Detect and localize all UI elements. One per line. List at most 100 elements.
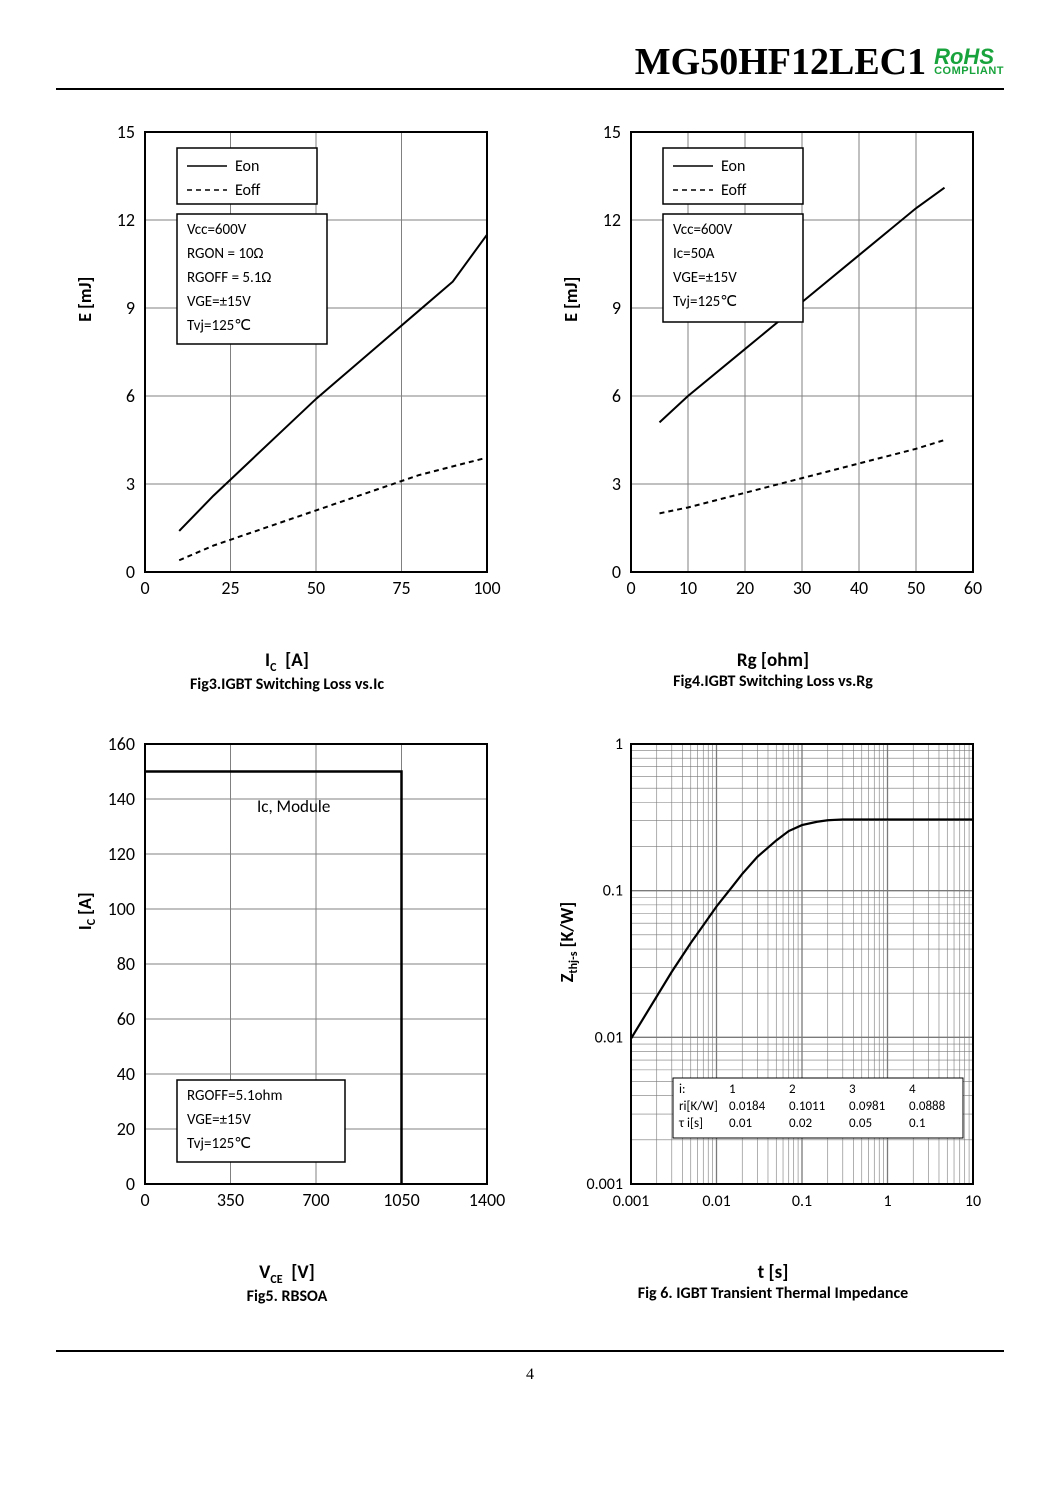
svg-text:RGOFF=5.1ohm: RGOFF=5.1ohm <box>187 1087 282 1105</box>
svg-text:80: 80 <box>117 953 135 975</box>
fig6-caption: Fig 6. IGBT Transient Thermal Impedance <box>638 1284 908 1303</box>
svg-text:0: 0 <box>126 1173 135 1195</box>
svg-text:E [mJ]: E [mJ] <box>74 277 96 322</box>
svg-text:0.02: 0.02 <box>789 1116 812 1131</box>
svg-text:Eon: Eon <box>235 157 259 176</box>
svg-text:RGOFF = 5.1Ω: RGOFF = 5.1Ω <box>187 269 271 287</box>
svg-text:50: 50 <box>307 577 325 599</box>
fig6-axis-label: t [s] <box>758 1261 789 1284</box>
rohs-badge: RoHS COMPLIANT <box>934 47 1004 77</box>
svg-text:1: 1 <box>729 1082 736 1097</box>
svg-text:350: 350 <box>217 1189 244 1211</box>
footer-rule <box>56 1350 1004 1352</box>
svg-text:Eoff: Eoff <box>721 181 747 200</box>
charts-grid: 025507510003691215E [mJ]EonEoffVcc=600VR… <box>56 118 1004 1306</box>
svg-text:Vcc=600V: Vcc=600V <box>187 221 247 239</box>
svg-text:75: 75 <box>392 577 410 599</box>
svg-text:0: 0 <box>140 577 149 599</box>
svg-text:0.1: 0.1 <box>792 1192 812 1211</box>
svg-text:6: 6 <box>612 385 621 407</box>
svg-text:τ i[s]: τ i[s] <box>678 1116 703 1131</box>
svg-text:6: 6 <box>126 385 135 407</box>
svg-text:0.001: 0.001 <box>587 1175 623 1194</box>
rohs-bot: COMPLIANT <box>934 67 1004 77</box>
svg-text:0.001: 0.001 <box>613 1192 649 1211</box>
svg-text:Zthj-s [K/W]: Zthj-s [K/W] <box>556 902 581 982</box>
svg-text:0: 0 <box>126 561 135 583</box>
svg-text:0.0981: 0.0981 <box>849 1099 885 1114</box>
svg-text:12: 12 <box>603 209 621 231</box>
svg-text:0: 0 <box>140 1189 149 1211</box>
svg-text:60: 60 <box>117 1008 135 1030</box>
svg-text:Eon: Eon <box>721 157 745 176</box>
svg-text:1050: 1050 <box>383 1189 420 1211</box>
svg-text:50: 50 <box>907 577 925 599</box>
svg-text:2: 2 <box>789 1082 796 1097</box>
svg-text:RGON = 10Ω: RGON = 10Ω <box>187 245 264 263</box>
fig4-cell: 0 10 20 30 40 50 60 0 3 6 9 12 15 E [mJ] Eon Eoff Vcc=60… <box>542 118 1004 694</box>
svg-text:Eoff: Eoff <box>235 181 261 200</box>
svg-text:40: 40 <box>850 577 868 599</box>
svg-text:Tvj=125℃: Tvj=125℃ <box>187 317 251 335</box>
svg-text:1400: 1400 <box>469 1189 506 1211</box>
fig6-cell: 0.001 0.01 0.1 1 10 0.001 0.01 0.1 1 Zthj-s [K/W]… <box>542 730 1004 1306</box>
svg-text:0.1011: 0.1011 <box>789 1099 825 1114</box>
svg-text:40: 40 <box>117 1063 135 1085</box>
svg-text:IC [A]: IC [A] <box>74 892 99 930</box>
svg-text:3: 3 <box>612 473 621 495</box>
svg-text:i:: i: <box>679 1082 685 1097</box>
svg-text:700: 700 <box>302 1189 329 1211</box>
svg-text:Tvj=125℃: Tvj=125℃ <box>187 1135 251 1153</box>
svg-text:Ic=50A: Ic=50A <box>673 245 715 263</box>
svg-text:Vcc=600V: Vcc=600V <box>673 221 733 239</box>
fig3-cell: 0 25 50 75 100 0 3 6 9 12 15 E [mJ] Eon Eoff Vcc=600V R… <box>56 118 518 694</box>
svg-text:4: 4 <box>909 1082 916 1097</box>
fig4-caption: Fig4.IGBT Switching Loss vs.Rg <box>673 672 873 691</box>
svg-text:VGE=±15V: VGE=±15V <box>187 293 251 311</box>
svg-text:12: 12 <box>117 209 135 231</box>
svg-text:20: 20 <box>117 1118 135 1140</box>
svg-text:10: 10 <box>679 577 697 599</box>
svg-text:120: 120 <box>108 843 135 865</box>
svg-text:0.0888: 0.0888 <box>909 1099 946 1114</box>
svg-text:1: 1 <box>615 735 623 754</box>
svg-text:160: 160 <box>108 733 135 755</box>
svg-text:9: 9 <box>126 297 135 319</box>
svg-text:100: 100 <box>473 577 500 599</box>
page-number: 4 <box>56 1366 1004 1384</box>
svg-text:VGE=±15V: VGE=±15V <box>187 1111 251 1129</box>
svg-text:0.01: 0.01 <box>702 1192 730 1211</box>
page-header: MG50HF12LEC1 RoHS COMPLIANT <box>56 40 1004 90</box>
svg-text:25: 25 <box>221 577 239 599</box>
fig3-caption: Fig3.IGBT Switching Loss vs.Ic <box>190 675 384 694</box>
svg-text:60: 60 <box>964 577 982 599</box>
fig5-cell: 0 350 700 1050 1400 0 20 40 60 80 100 120 140 160 IC [… <box>56 730 518 1306</box>
svg-text:9: 9 <box>612 297 621 319</box>
svg-text:0.1: 0.1 <box>603 881 623 900</box>
svg-text:ri[K/W]: ri[K/W] <box>679 1099 718 1114</box>
svg-text:E [mJ]: E [mJ] <box>560 277 582 322</box>
svg-text:0.01: 0.01 <box>729 1116 752 1131</box>
svg-text:0.05: 0.05 <box>849 1116 872 1131</box>
svg-text:140: 140 <box>108 788 135 810</box>
fig5-axis-label: VCE [V] <box>259 1261 315 1287</box>
svg-text:0: 0 <box>626 577 635 599</box>
svg-text:0.1: 0.1 <box>909 1116 925 1131</box>
fig4-axis-label: Rg [ohm] <box>737 649 809 672</box>
svg-text:10: 10 <box>965 1192 981 1211</box>
svg-text:Tvj=125℃: Tvj=125℃ <box>673 293 737 311</box>
svg-text:Ic, Module: Ic, Module <box>257 796 330 817</box>
svg-text:0: 0 <box>612 561 621 583</box>
svg-text:0.0184: 0.0184 <box>729 1099 766 1114</box>
fig5-caption: Fig5. RBSOA <box>247 1287 328 1306</box>
svg-text:15: 15 <box>603 121 621 143</box>
fig3-axis-label: IC [A] <box>265 649 309 675</box>
svg-text:VGE=±15V: VGE=±15V <box>673 269 737 287</box>
svg-text:3: 3 <box>849 1082 856 1097</box>
svg-text:30: 30 <box>793 577 811 599</box>
svg-text:100: 100 <box>108 898 135 920</box>
svg-text:3: 3 <box>126 473 135 495</box>
svg-text:0.01: 0.01 <box>595 1028 623 1047</box>
svg-text:15: 15 <box>117 121 135 143</box>
svg-text:20: 20 <box>736 577 754 599</box>
